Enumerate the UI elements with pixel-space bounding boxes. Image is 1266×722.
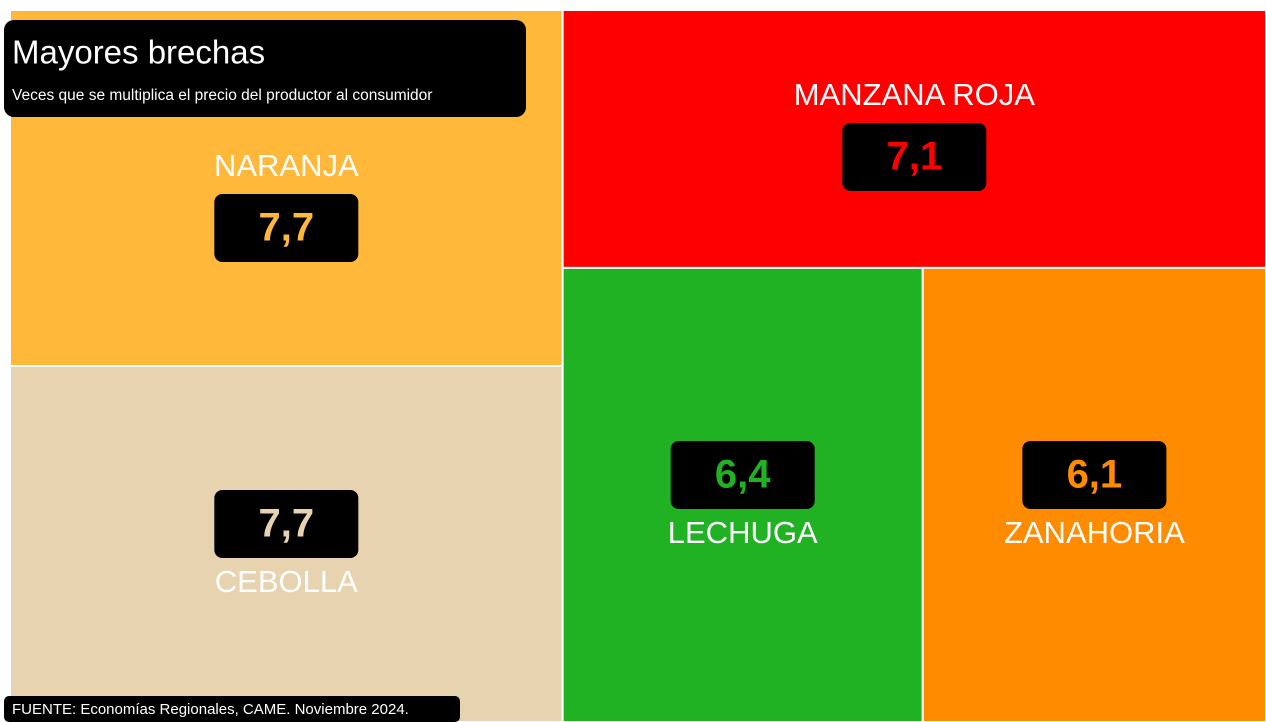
value-label: 7,7 xyxy=(259,206,315,250)
header: Mayores brechas Veces que se multiplica … xyxy=(4,20,526,722)
value-label: 7,7 xyxy=(259,502,315,546)
source: FUENTE: Economías Regionales, CAME. Novi… xyxy=(12,701,409,718)
value-label: 6,4 xyxy=(715,453,771,497)
treemap: 7,7 NARANJA 7,7 CEBOLLA 7,1 MANZANA ROJA 6,4 LE… xyxy=(9,9,1266,722)
value-box xyxy=(670,440,815,509)
source-box xyxy=(4,696,460,722)
value-label: 6,1 xyxy=(1067,453,1123,497)
title-box xyxy=(4,20,526,117)
category-label: CEBOLLA xyxy=(215,564,358,599)
category-label: ZANAHORIA xyxy=(1004,515,1185,550)
value-box xyxy=(1022,440,1167,509)
category-label: MANZANA ROJA xyxy=(794,77,1035,112)
category-label: NARANJA xyxy=(214,148,359,183)
value-box xyxy=(214,194,359,262)
value-label: 7,1 xyxy=(887,135,943,179)
category-label: LECHUGA xyxy=(668,515,818,550)
chart-title: Mayores brechas xyxy=(12,34,265,71)
value-box xyxy=(214,490,359,558)
value-box xyxy=(842,122,987,191)
chart-subtitle: Veces que se multiplica el precio del pr… xyxy=(12,87,432,104)
